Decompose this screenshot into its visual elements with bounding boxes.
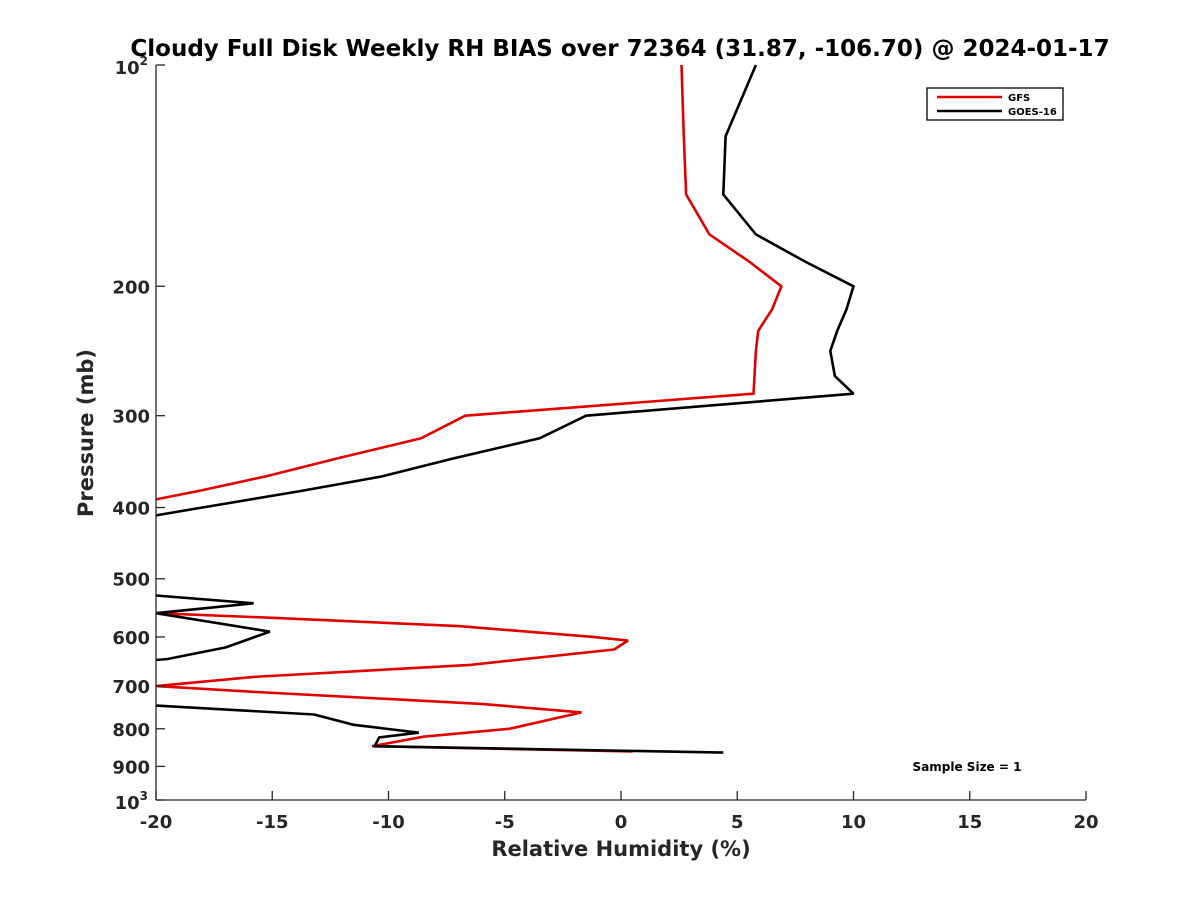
series-line-gfs-1: [155, 64, 783, 501]
y-tick-label: 400: [112, 499, 150, 520]
series-line-goes-16-1: [155, 64, 856, 517]
series-line-goes-16-3: [155, 704, 724, 754]
chart-title: Cloudy Full Disk Weekly RH BIAS over 723…: [130, 36, 1109, 62]
y-ticks: 102 200 300 400 500 600 700 800 900 103: [112, 54, 165, 814]
x-tick-label: 0: [615, 812, 628, 833]
x-tick-label: -5: [495, 812, 515, 833]
plot-area: [155, 64, 856, 754]
y-tick-label: 600: [112, 628, 150, 649]
y-tick-label: 300: [112, 407, 150, 428]
legend-box: [926, 87, 1064, 121]
legend-label-gfs: GFS: [1008, 93, 1030, 104]
series-line-gfs-2: [155, 611, 633, 753]
y-tick-label: 200: [112, 277, 150, 298]
legend-label-goes-16: GOES-16: [1008, 107, 1057, 118]
legend: GFS GOES-16: [926, 87, 1064, 121]
y-tick-label: 800: [112, 720, 150, 741]
y-tick-label: 700: [112, 677, 150, 698]
x-tick-label: 10: [841, 812, 866, 833]
x-tick-label: 5: [731, 812, 744, 833]
y-tick-label: 102: [115, 54, 148, 79]
x-tick-label: -10: [372, 812, 405, 833]
y-tick-label: 103: [115, 789, 148, 814]
y-axis-label: Pressure (mb): [74, 349, 98, 517]
x-axis-label: Relative Humidity (%): [491, 837, 750, 861]
y-tick-label: 500: [112, 570, 150, 591]
series-line-goes-16-2: [155, 594, 271, 662]
x-tick-label: -15: [256, 812, 289, 833]
x-ticks: -20 -15 -10 -5 0 5 10 15 20: [140, 791, 1099, 833]
x-tick-label: 20: [1073, 812, 1098, 833]
sample-size-annotation: Sample Size = 1: [913, 760, 1022, 774]
x-tick-label: 15: [957, 812, 982, 833]
x-tick-label: -20: [140, 812, 173, 833]
y-tick-label: 900: [112, 757, 150, 778]
